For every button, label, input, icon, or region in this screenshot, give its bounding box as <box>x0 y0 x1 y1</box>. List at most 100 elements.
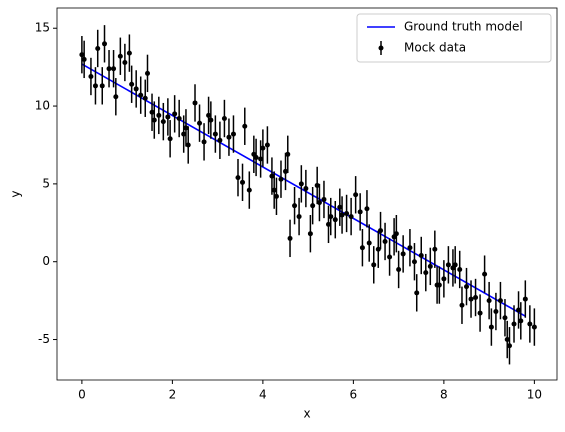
data-point <box>226 134 232 140</box>
data-point <box>339 212 345 218</box>
data-point <box>278 176 284 182</box>
data-point <box>197 120 203 126</box>
y-tick-label: 15 <box>35 21 50 35</box>
data-point <box>387 254 393 260</box>
data-point <box>445 262 451 268</box>
data-point <box>441 276 447 282</box>
y-tick-label: 5 <box>42 176 50 190</box>
data-point <box>160 119 166 125</box>
x-tick-label: 10 <box>527 388 542 402</box>
y-axis-label: y <box>9 190 23 197</box>
data-point <box>307 231 313 237</box>
data-point <box>328 214 334 220</box>
x-tick-label: 8 <box>440 388 448 402</box>
data-point <box>411 259 417 265</box>
data-point <box>126 50 132 56</box>
data-point <box>504 337 510 343</box>
data-point <box>378 228 384 234</box>
data-point <box>359 245 365 251</box>
data-point <box>493 309 499 315</box>
data-point <box>531 324 537 330</box>
data-point <box>192 100 198 106</box>
data-point <box>176 116 182 122</box>
data-point <box>206 112 212 118</box>
x-tick-label: 6 <box>350 388 358 402</box>
data-point <box>111 66 117 72</box>
data-point <box>253 154 259 160</box>
data-point <box>283 168 289 174</box>
data-point <box>79 52 85 58</box>
data-point <box>273 193 279 199</box>
data-point <box>382 238 388 244</box>
data-point <box>298 181 304 187</box>
data-point <box>201 139 207 145</box>
data-point <box>316 200 322 206</box>
data-point <box>357 209 363 215</box>
data-point <box>473 295 479 301</box>
data-point <box>468 296 474 302</box>
data-point <box>92 83 98 89</box>
legend-point <box>378 45 384 51</box>
data-point <box>366 240 372 246</box>
data-point <box>344 210 350 216</box>
data-point <box>502 315 508 321</box>
x-tick-label: 2 <box>169 388 177 402</box>
data-point <box>516 307 522 313</box>
data-point <box>117 53 123 59</box>
data-point <box>321 196 327 202</box>
data-point <box>414 290 420 296</box>
data-point <box>113 94 119 100</box>
data-point <box>142 95 148 101</box>
legend-label: Mock data <box>404 41 466 55</box>
data-point <box>102 41 108 47</box>
data-point <box>396 266 402 272</box>
data-point <box>296 214 302 220</box>
data-point <box>264 142 270 148</box>
data-point <box>122 59 128 65</box>
data-point <box>95 45 101 51</box>
legend-box <box>356 13 552 63</box>
data-point <box>400 251 406 257</box>
x-axis-label: x <box>303 407 310 421</box>
data-point <box>452 262 458 268</box>
data-point <box>497 298 503 304</box>
data-point <box>165 114 171 120</box>
data-point <box>511 321 517 327</box>
data-point <box>258 156 264 162</box>
data-point <box>436 282 442 288</box>
legend-label: Ground truth model <box>404 20 523 34</box>
data-point <box>151 117 157 123</box>
data-point <box>407 245 413 251</box>
data-point <box>235 175 241 181</box>
data-point <box>212 131 218 137</box>
data-point <box>269 173 275 179</box>
data-point <box>246 187 252 193</box>
data-point <box>457 266 463 272</box>
data-point <box>527 321 533 327</box>
data-point <box>292 203 298 209</box>
data-point <box>371 262 377 268</box>
data-point <box>353 192 359 198</box>
data-point <box>133 86 139 92</box>
data-point <box>486 298 492 304</box>
data-point <box>506 343 512 349</box>
data-point <box>393 231 399 237</box>
data-point <box>285 151 291 157</box>
data-point <box>314 182 320 188</box>
data-point <box>427 263 433 269</box>
data-point <box>149 109 155 115</box>
data-point <box>167 136 173 142</box>
data-point <box>181 131 187 137</box>
data-point <box>240 179 246 185</box>
x-tick-label: 4 <box>259 388 267 402</box>
data-point <box>88 73 94 79</box>
data-point <box>242 123 248 129</box>
data-point <box>348 214 354 220</box>
data-point <box>518 318 524 324</box>
data-point <box>183 125 189 131</box>
data-point <box>364 206 370 212</box>
data-point <box>138 92 144 98</box>
data-point <box>221 116 227 122</box>
